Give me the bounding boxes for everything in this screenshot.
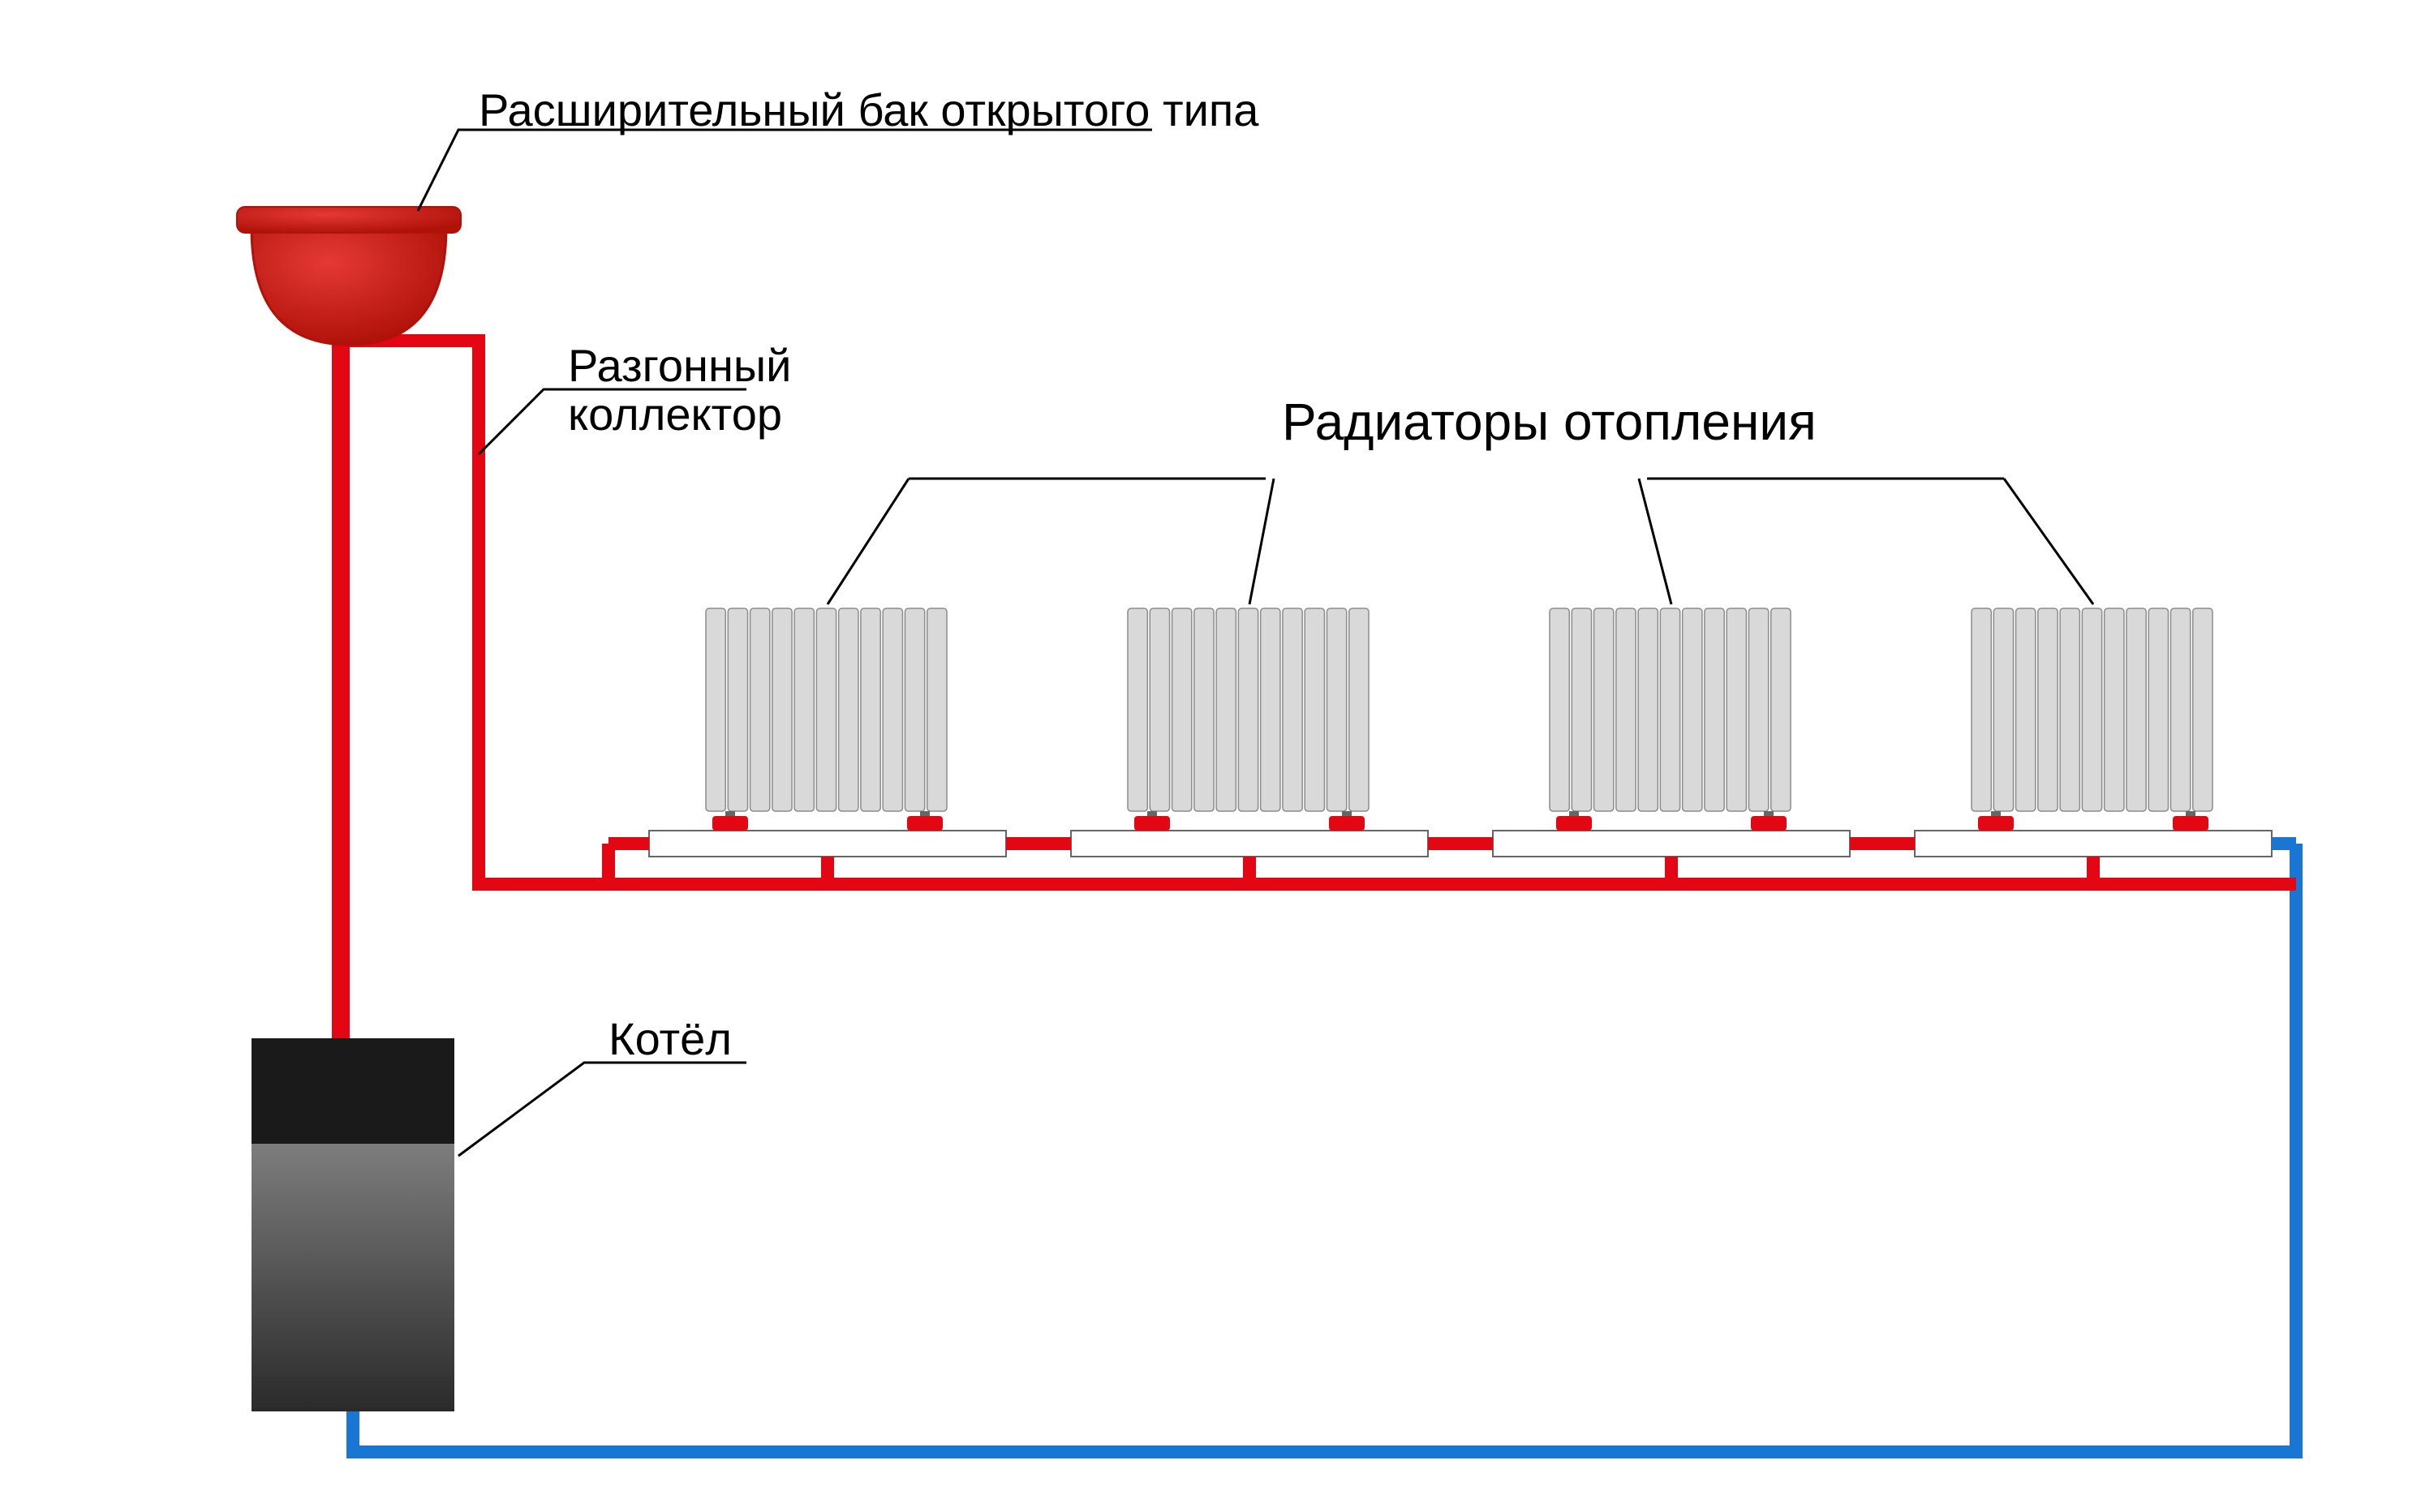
radiator-4 bbox=[1915, 608, 2272, 884]
heating-system-diagram: Расширительный бак открытого типа Разгонн… bbox=[0, 0, 2434, 1512]
return-pipe bbox=[353, 844, 2296, 1452]
leader-radiator-4 bbox=[2004, 479, 2093, 604]
expansion-tank bbox=[237, 207, 461, 345]
label-boiler: Котёл bbox=[608, 1013, 732, 1064]
label-riser-2: коллектор bbox=[568, 389, 782, 440]
leader-radiator-2 bbox=[1249, 479, 1274, 604]
leader-tank bbox=[418, 130, 1152, 211]
radiator-2 bbox=[1071, 608, 1428, 884]
leader-radiator-3 bbox=[1639, 479, 1671, 604]
boiler bbox=[252, 1038, 454, 1411]
label-tank: Расширительный бак открытого типа bbox=[479, 84, 1259, 135]
label-riser-1: Разгонный bbox=[568, 340, 791, 391]
leader-radiator-1 bbox=[828, 479, 909, 604]
leader-boiler bbox=[458, 1063, 746, 1156]
radiator-1 bbox=[649, 608, 1006, 884]
radiator-3 bbox=[1493, 608, 1850, 884]
label-radiators: Радиаторы отопления bbox=[1282, 393, 1817, 451]
